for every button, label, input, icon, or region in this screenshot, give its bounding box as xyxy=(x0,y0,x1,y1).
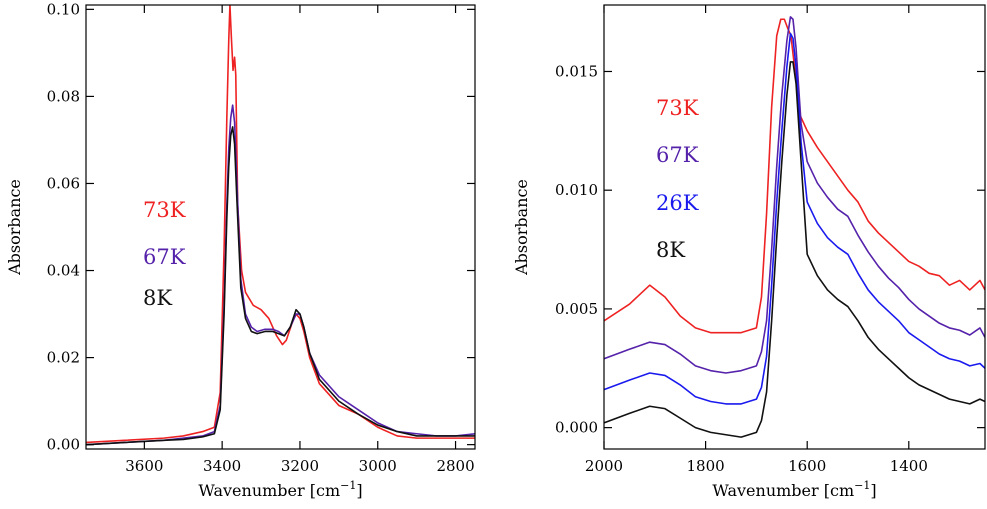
y-tick-label: 0.005 xyxy=(555,300,598,318)
right-chart-panel: 2000 1800 1600 1400 0.000 0.005 0.010 0.015 Wave… xyxy=(512,4,986,500)
x-tick-label: 3400 xyxy=(203,457,241,475)
legend-entry-67k: 67K xyxy=(143,245,186,269)
x-tick-label: 1600 xyxy=(788,457,826,475)
plot-frame xyxy=(85,4,476,450)
series-line-8k xyxy=(604,61,985,438)
x-axis-title: Wavenumber [cm−1] xyxy=(198,479,362,500)
x-tick-label: 2000 xyxy=(585,457,623,475)
y-tick-label: 0.010 xyxy=(555,181,598,199)
plot-frame xyxy=(603,4,986,450)
y-tick-label: 0.000 xyxy=(555,419,598,437)
series-line-73k xyxy=(86,5,475,444)
y-tick-label: 0.08 xyxy=(47,87,80,105)
y-tick-label: 0.06 xyxy=(47,174,80,192)
series-group xyxy=(86,5,475,446)
legend-entry-73k: 73K xyxy=(656,96,699,120)
legend-entry-26k: 26K xyxy=(656,191,699,215)
legend-entry-67k: 67K xyxy=(656,143,699,167)
y-tick-label: 0.00 xyxy=(47,436,80,454)
y-axis-title: Absorbance xyxy=(512,179,531,276)
legend-entry-73k: 73K xyxy=(143,198,186,222)
legend-entry-8k: 8K xyxy=(656,238,685,262)
series-line-73k xyxy=(604,18,985,334)
legend-entry-8k: 8K xyxy=(143,286,172,310)
series-line-26k xyxy=(604,32,985,405)
series-group xyxy=(604,16,985,438)
x-tick-label: 3600 xyxy=(125,457,163,475)
x-tick-label: 1400 xyxy=(890,457,928,475)
x-tick-label: 3000 xyxy=(359,457,397,475)
y-tick-label: 0.015 xyxy=(555,62,598,80)
x-tick-label: 1800 xyxy=(687,457,725,475)
x-axis-title: Wavenumber [cm−1] xyxy=(712,479,876,500)
y-tick-label: 0.04 xyxy=(47,262,80,280)
left-chart-panel: 3600 3400 3200 3000 2800 0.00 0.02 0.04 0.06 0.08… xyxy=(5,0,476,500)
series-line-67k xyxy=(604,16,985,374)
series-line-8k xyxy=(86,126,475,446)
y-tick-label: 0.02 xyxy=(47,349,80,367)
series-line-67k xyxy=(86,104,475,446)
y-tick-label: 0.10 xyxy=(47,0,80,18)
y-axis-title: Absorbance xyxy=(5,179,24,276)
x-tick-label: 2800 xyxy=(436,457,474,475)
x-tick-label: 3200 xyxy=(281,457,319,475)
